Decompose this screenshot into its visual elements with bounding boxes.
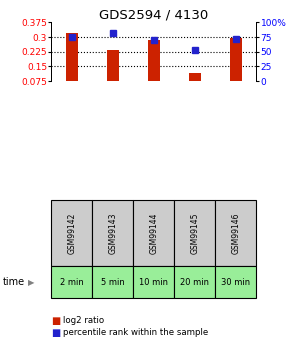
Text: time: time [3, 277, 25, 287]
Text: ■: ■ [51, 316, 61, 326]
Text: GSM99142: GSM99142 [67, 212, 76, 254]
Bar [189, 73, 201, 81]
Text: GSM99143: GSM99143 [108, 212, 117, 254]
Text: 20 min: 20 min [180, 277, 209, 287]
Bar [107, 50, 119, 81]
Text: ▶: ▶ [28, 277, 34, 287]
Text: GSM99145: GSM99145 [190, 212, 199, 254]
Bar [230, 38, 242, 81]
Text: GSM99144: GSM99144 [149, 212, 158, 254]
Text: 2 min: 2 min [60, 277, 84, 287]
Text: ■: ■ [51, 328, 61, 338]
Text: 10 min: 10 min [139, 277, 168, 287]
Text: log2 ratio: log2 ratio [63, 316, 104, 325]
Bar [148, 40, 160, 81]
Text: 5 min: 5 min [101, 277, 125, 287]
Text: percentile rank within the sample: percentile rank within the sample [63, 328, 208, 337]
Bar [66, 33, 78, 81]
Text: GSM99146: GSM99146 [231, 212, 240, 254]
Title: GDS2594 / 4130: GDS2594 / 4130 [99, 8, 208, 21]
Text: 30 min: 30 min [221, 277, 251, 287]
